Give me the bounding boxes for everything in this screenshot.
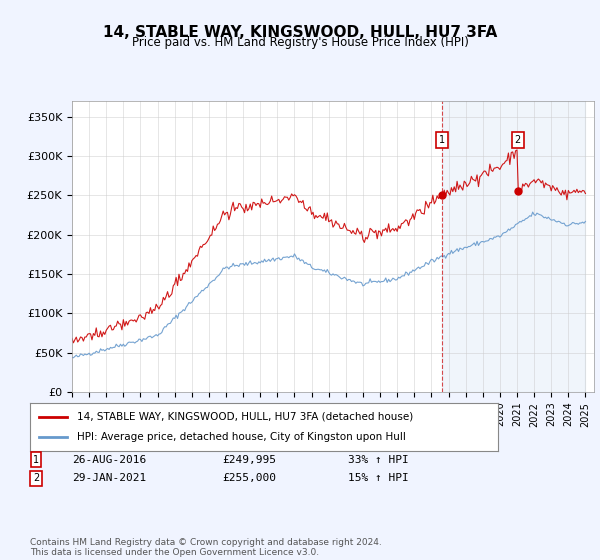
Text: 1: 1	[33, 455, 39, 465]
Text: Contains HM Land Registry data © Crown copyright and database right 2024.
This d: Contains HM Land Registry data © Crown c…	[30, 538, 382, 557]
Text: 14, STABLE WAY, KINGSWOOD, HULL, HU7 3FA (detached house): 14, STABLE WAY, KINGSWOOD, HULL, HU7 3FA…	[77, 412, 413, 422]
Text: 14, STABLE WAY, KINGSWOOD, HULL, HU7 3FA: 14, STABLE WAY, KINGSWOOD, HULL, HU7 3FA	[103, 25, 497, 40]
Text: Price paid vs. HM Land Registry's House Price Index (HPI): Price paid vs. HM Land Registry's House …	[131, 36, 469, 49]
Text: 33% ↑ HPI: 33% ↑ HPI	[348, 455, 409, 465]
Text: 29-JAN-2021: 29-JAN-2021	[72, 473, 146, 483]
Text: 15% ↑ HPI: 15% ↑ HPI	[348, 473, 409, 483]
Text: 1: 1	[439, 135, 445, 145]
Text: 26-AUG-2016: 26-AUG-2016	[72, 455, 146, 465]
Text: 2: 2	[515, 135, 521, 145]
Text: £255,000: £255,000	[222, 473, 276, 483]
Text: 2: 2	[33, 473, 39, 483]
Text: £249,995: £249,995	[222, 455, 276, 465]
Text: HPI: Average price, detached house, City of Kingston upon Hull: HPI: Average price, detached house, City…	[77, 432, 406, 442]
Bar	[442, 101, 586, 392]
